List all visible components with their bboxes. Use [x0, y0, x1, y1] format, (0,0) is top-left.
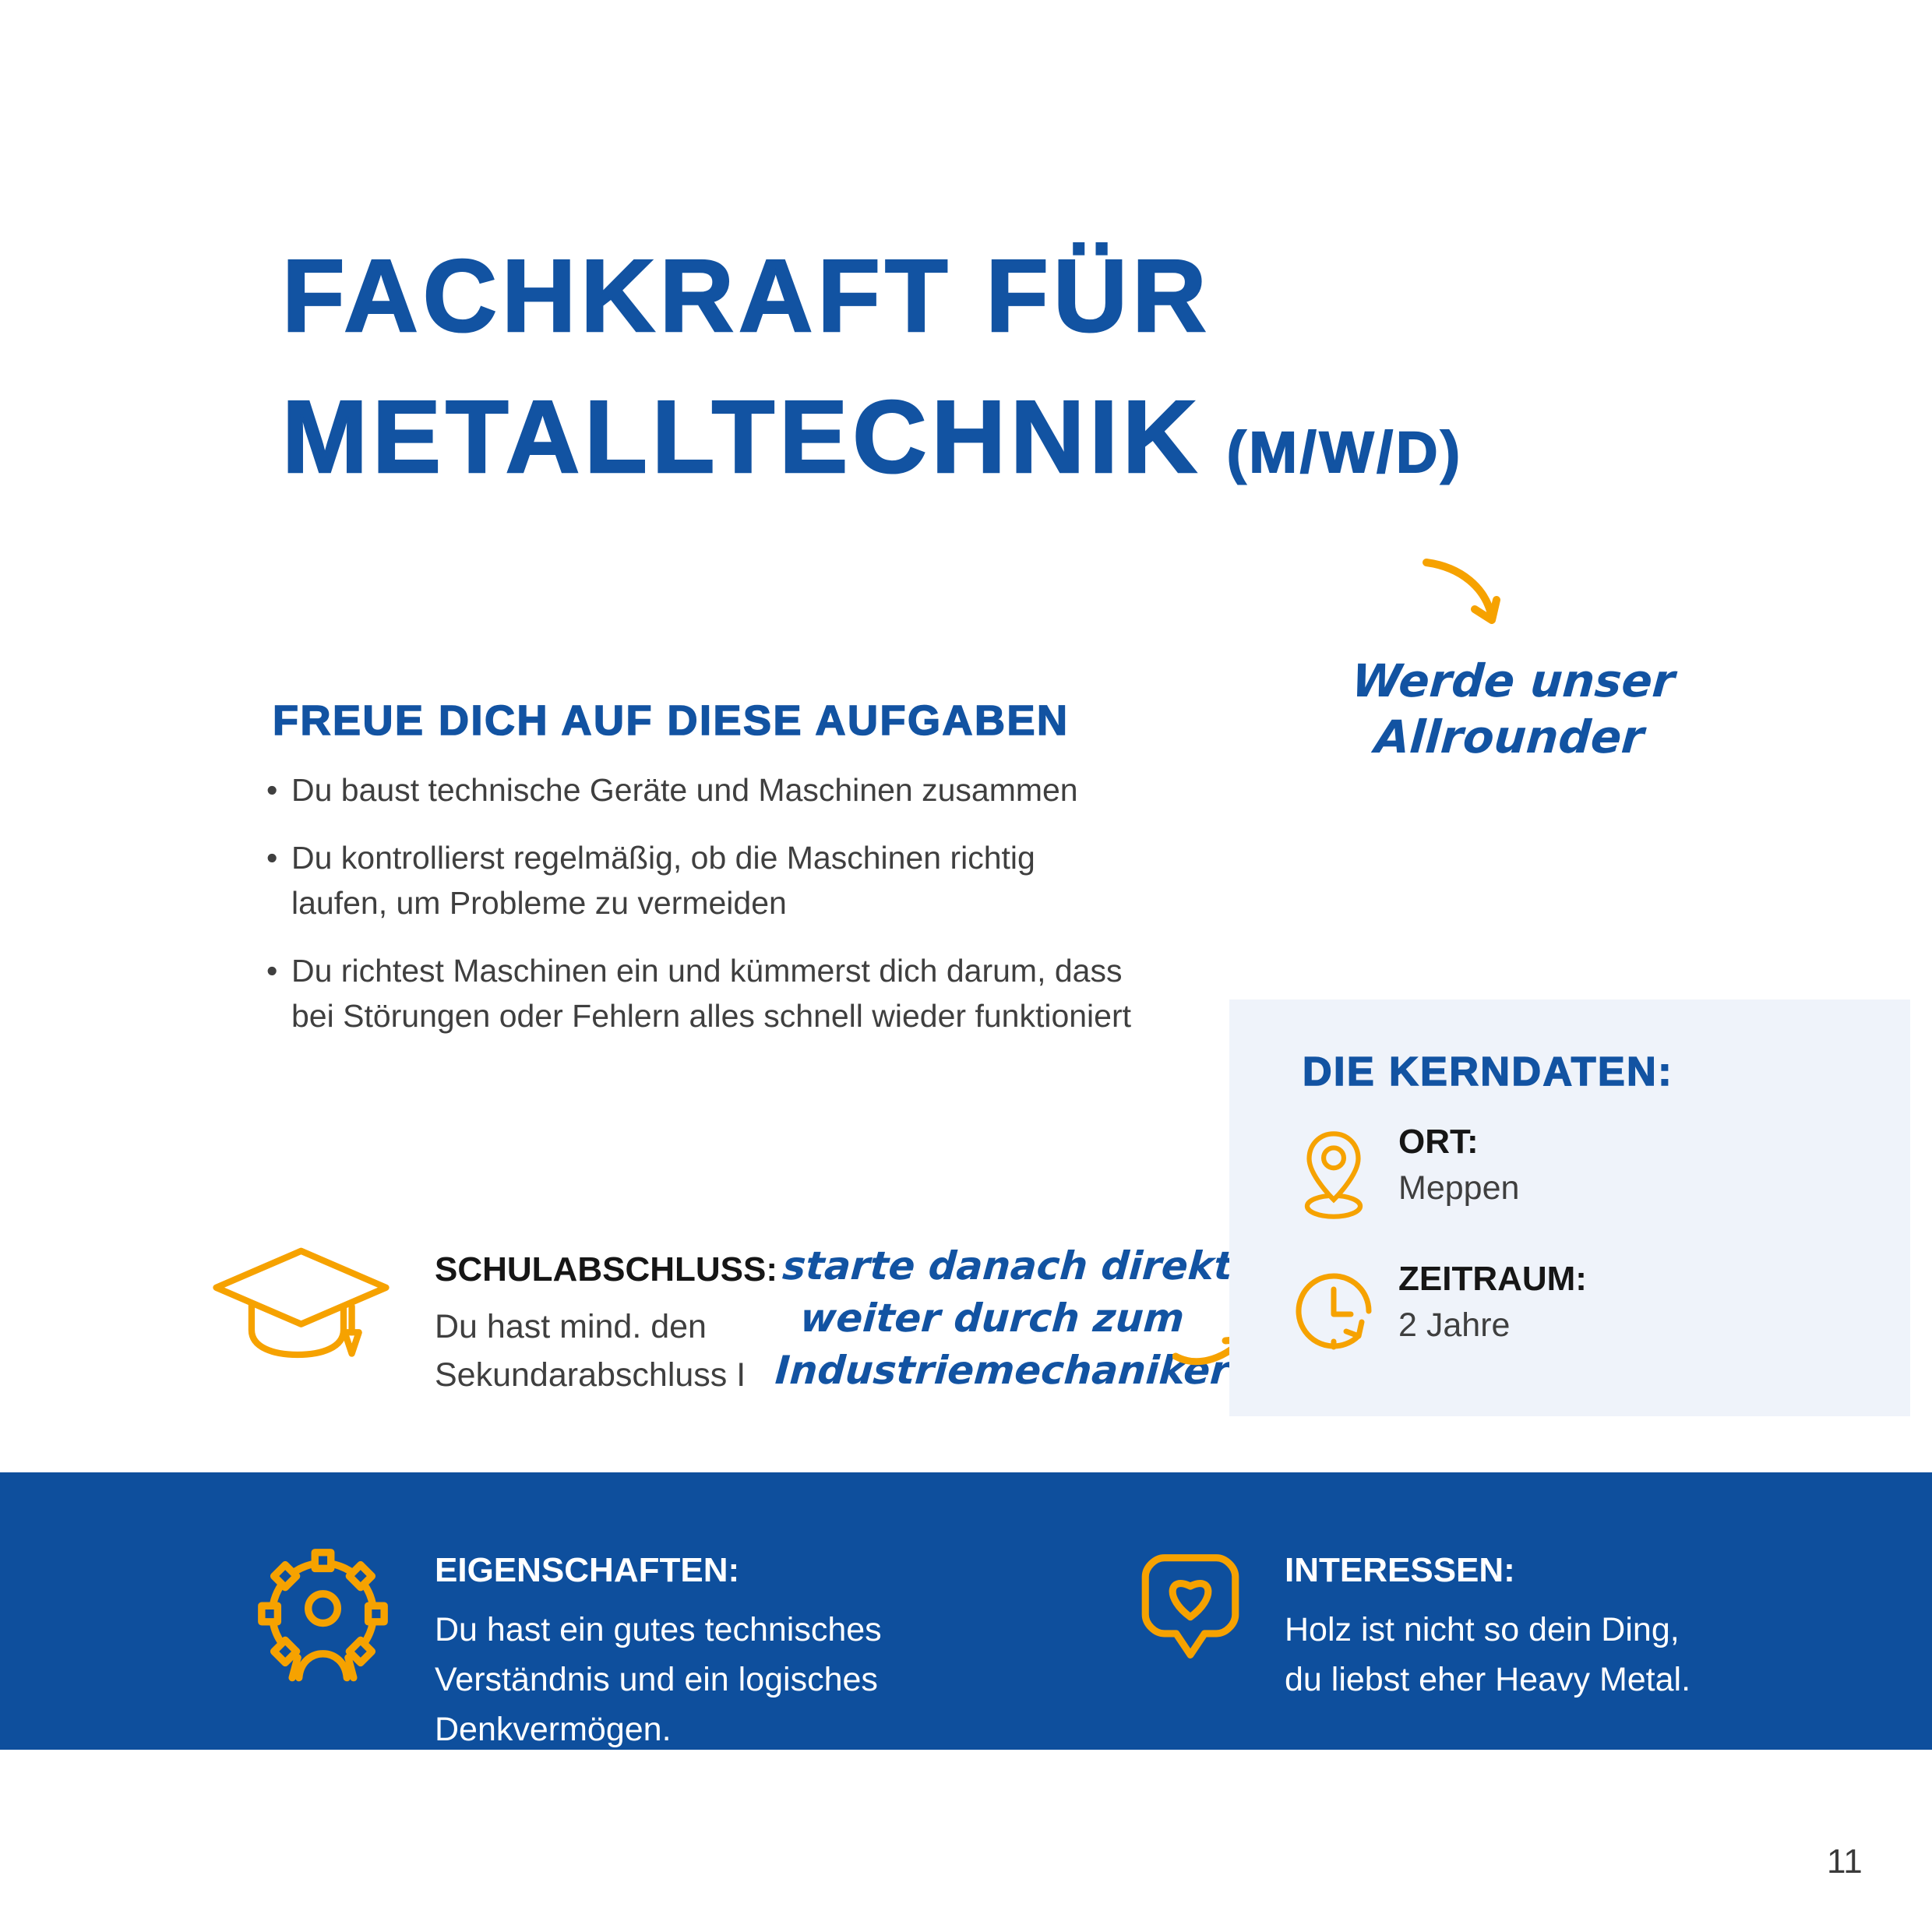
school-block: SCHULABSCHLUSS: Du hast mind. den Sekund…: [435, 1253, 777, 1399]
school-line1: Du hast mind. den: [435, 1308, 707, 1345]
eigenschaften-label: EIGENSCHAFTEN:: [435, 1551, 740, 1589]
ort-label: ORT:: [1398, 1123, 1479, 1161]
eigenschaften-block: EIGENSCHAFTEN: Du hast ein gutes technis…: [435, 1553, 882, 1754]
location-pin-icon: [1296, 1130, 1371, 1220]
gear-person-icon: [256, 1547, 390, 1690]
eigenschaften-line: Du hast ein gutes technisches: [435, 1611, 882, 1648]
zeitraum-value: 2 Jahre: [1398, 1306, 1511, 1344]
school-label: SCHULABSCHLUSS:: [435, 1250, 777, 1289]
page-title-suffix: (M/W/D): [1226, 420, 1464, 485]
eigenschaften-line: Denkvermögen.: [435, 1711, 672, 1748]
interessen-label: INTERESSEN:: [1285, 1551, 1515, 1589]
task-item: Du baust technische Geräte und Maschinen…: [265, 767, 1137, 813]
eigenschaften-line: Verständnis und ein logisches: [435, 1661, 878, 1698]
interessen-line: Holz ist nicht so dein Ding,: [1285, 1611, 1680, 1648]
interessen-line: du liebst eher Heavy Metal.: [1285, 1661, 1691, 1698]
tasks-list: Du baust technische Geräte und Maschinen…: [265, 767, 1137, 1061]
task-item-text: Du baust technische Geräte und Maschinen…: [291, 772, 1078, 808]
callout-line2: Allrounder: [1373, 710, 1646, 763]
heart-bubble-icon: [1131, 1547, 1250, 1670]
task-item-text: Du richtest Maschinen ein und kümmerst d…: [291, 953, 1132, 1034]
note-text: starte danach direkt weiter durch zum In…: [774, 1240, 1235, 1397]
task-item: Du richtest Maschinen ein und kümmerst d…: [265, 948, 1137, 1038]
note-line3: Industriemechaniker: [774, 1348, 1232, 1393]
page-title-line2: METALLTECHNIK: [281, 379, 1202, 494]
school-line2: Sekundarabschluss I: [435, 1356, 746, 1394]
note-line1: starte danach direkt: [781, 1243, 1235, 1289]
page-title-line1: FACHKRAFT FÜR: [281, 238, 1211, 353]
page-number: 11: [1827, 1842, 1863, 1881]
note-line2: weiter durch zum: [799, 1296, 1186, 1341]
kerndaten-heading: DIE KERNDATEN:: [1302, 1049, 1674, 1095]
footer-bar: EIGENSCHAFTEN: Du hast ein gutes technis…: [0, 1472, 1932, 1750]
callout-text: Werde unser Allrounder: [1344, 653, 1679, 765]
task-item-text: Du kontrollierst regelmäßig, ob die Masc…: [291, 840, 1035, 921]
callout-line1: Werde unser: [1349, 654, 1677, 707]
tasks-heading: FREUE DICH AUF DIESE AUFGABEN: [272, 697, 1070, 744]
interessen-block: INTERESSEN: Holz ist nicht so dein Ding,…: [1285, 1553, 1690, 1705]
task-item: Du kontrollierst regelmäßig, ob die Masc…: [265, 835, 1137, 925]
page-title-line2-row: METALLTECHNIK (M/W/D): [281, 384, 1464, 489]
ort-value: Meppen: [1398, 1169, 1520, 1207]
zeitraum-label: ZEITRAUM:: [1398, 1260, 1587, 1298]
clock-icon: [1292, 1264, 1379, 1357]
graduation-cap-icon: [213, 1246, 390, 1371]
curved-arrow-icon: [1422, 555, 1511, 633]
